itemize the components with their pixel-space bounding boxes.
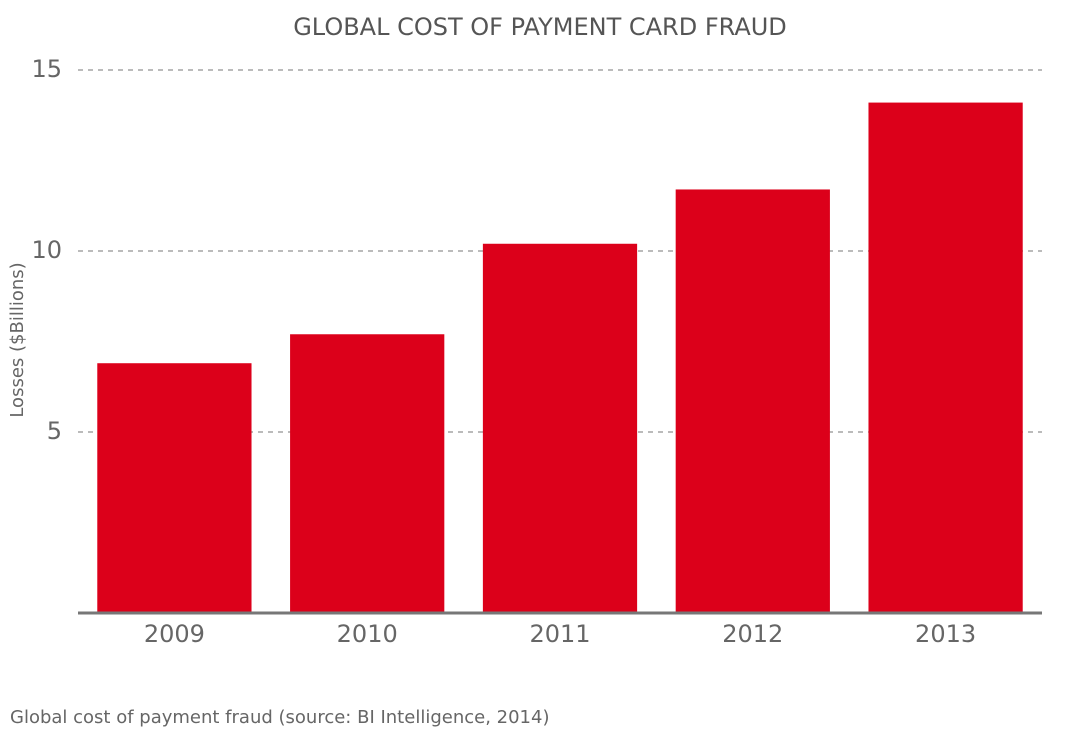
x-tick-label: 2011	[529, 620, 590, 648]
caption: Global cost of payment fraud (source: BI…	[10, 707, 549, 728]
bar	[97, 363, 252, 613]
y-tick-label: 10	[31, 236, 62, 264]
y-axis-label: Losses ($Billions)	[7, 262, 28, 417]
x-tick-label: 2013	[915, 620, 976, 648]
bar	[482, 243, 638, 613]
x-tick-label: 2009	[144, 620, 205, 648]
y-tick-label: 15	[31, 55, 62, 83]
x-tick-label: 2010	[337, 620, 398, 648]
y-tick-label: 5	[47, 417, 62, 445]
bar	[868, 102, 1023, 613]
bar	[290, 334, 445, 613]
chart-title: GLOBAL COST OF PAYMENT CARD FRAUD	[293, 13, 787, 41]
x-tick-label: 2012	[722, 620, 783, 648]
bar	[675, 189, 830, 613]
